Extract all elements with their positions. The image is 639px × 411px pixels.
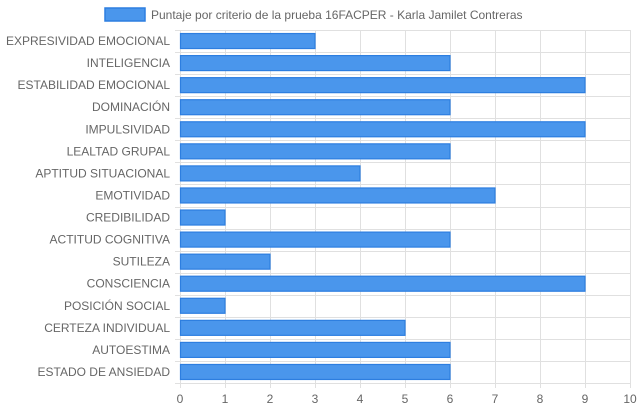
x-tick-labels: 0 1 2 3 4 5 6 7 8 9 10 bbox=[177, 392, 637, 406]
category-label: ESTABILIDAD EMOCIONAL bbox=[18, 78, 171, 92]
x-tick-label: 9 bbox=[582, 392, 589, 406]
bars bbox=[179, 32, 586, 381]
bar[interactable] bbox=[179, 253, 271, 270]
category-label: DOMINACIÓN bbox=[92, 99, 170, 114]
bar[interactable] bbox=[179, 187, 496, 204]
bar[interactable] bbox=[179, 121, 586, 138]
x-tick-label: 5 bbox=[402, 392, 409, 406]
bar[interactable] bbox=[179, 297, 226, 314]
bar[interactable] bbox=[179, 275, 586, 292]
x-tick-label: 10 bbox=[623, 392, 637, 406]
category-label: CONSCIENCIA bbox=[87, 277, 170, 291]
legend[interactable]: Puntaje por criterio de la prueba 16FACP… bbox=[104, 7, 523, 22]
bar[interactable] bbox=[179, 32, 316, 50]
category-label: AUTOESTIMA bbox=[92, 343, 170, 357]
bar[interactable] bbox=[179, 54, 451, 72]
x-tick-label: 7 bbox=[492, 392, 499, 406]
bar[interactable] bbox=[179, 77, 586, 94]
x-tick-label: 4 bbox=[357, 392, 364, 406]
x-tick-label: 3 bbox=[312, 392, 319, 406]
x-tick-label: 8 bbox=[537, 392, 544, 406]
x-tick-label: 2 bbox=[267, 392, 274, 406]
category-label: CREDIBILIDAD bbox=[86, 211, 170, 225]
x-tick-label: 1 bbox=[222, 392, 229, 406]
category-label: EMOTIVIDAD bbox=[95, 188, 170, 202]
category-label: POSICIÓN SOCIAL bbox=[64, 298, 170, 313]
category-label: ESTADO DE ANSIEDAD bbox=[38, 365, 171, 379]
x-tick-label: 0 bbox=[177, 392, 184, 406]
category-label: EXPRESIVIDAD EMOCIONAL bbox=[6, 34, 170, 48]
legend-label: Puntaje por criterio de la prueba 16FACP… bbox=[151, 8, 523, 22]
category-labels: EXPRESIVIDAD EMOCIONAL INTELIGENCIA ESTABI… bbox=[6, 34, 170, 379]
category-label: INTELIGENCIA bbox=[87, 56, 170, 70]
category-label: APTITUD SITUACIONAL bbox=[35, 166, 170, 180]
category-label: IMPULSIVIDAD bbox=[85, 122, 170, 136]
category-label: CERTEZA INDIVIDUAL bbox=[44, 321, 170, 335]
bar[interactable] bbox=[179, 319, 406, 336]
bar[interactable] bbox=[179, 165, 361, 182]
x-tick-label: 6 bbox=[447, 392, 454, 406]
category-label: SUTILEZA bbox=[113, 255, 170, 269]
bar[interactable] bbox=[179, 363, 451, 381]
bar[interactable] bbox=[179, 209, 226, 226]
bar[interactable] bbox=[179, 99, 451, 116]
category-label: ACTITUD COGNITIVA bbox=[50, 233, 170, 247]
bar[interactable] bbox=[179, 231, 451, 248]
bar[interactable] bbox=[179, 341, 451, 359]
category-label: LEALTAD GRUPAL bbox=[67, 144, 171, 158]
legend-swatch bbox=[104, 7, 146, 22]
bar[interactable] bbox=[179, 143, 451, 160]
